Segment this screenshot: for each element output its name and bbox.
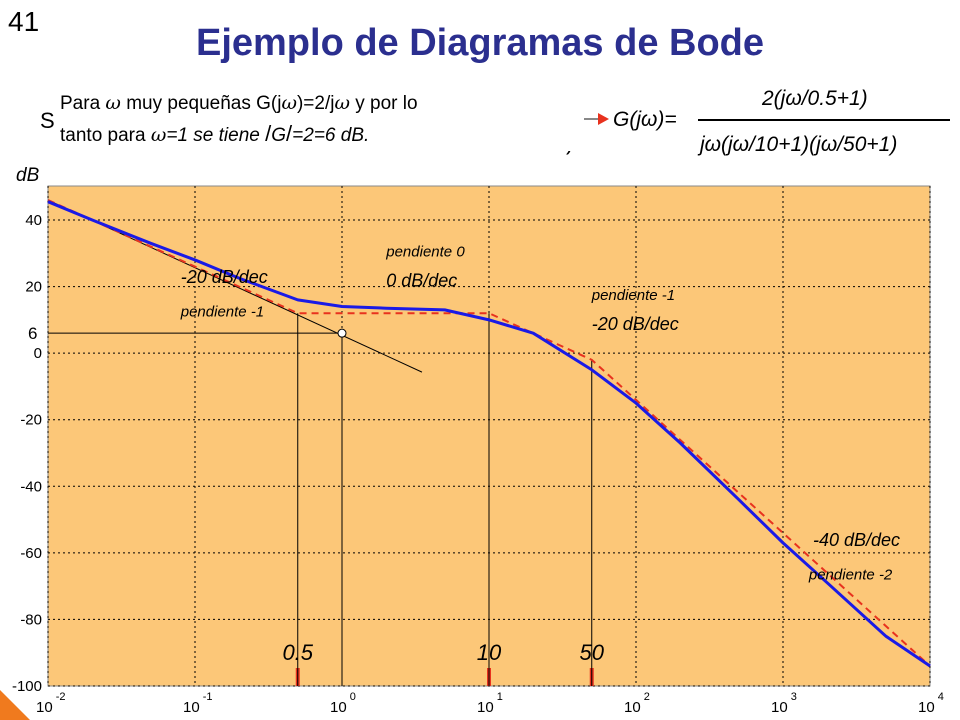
note-line-2: tanto para ω=1 se tiene /G/=2=6 dB. [60, 121, 370, 146]
actual-curve [47, 200, 931, 668]
annotation-a6: -20 dB/dec [592, 314, 679, 334]
annotation-a7: -40 dB/dec [813, 530, 900, 550]
arrow-right-icon [584, 113, 609, 125]
annotation-a5: pendiente -1 [591, 287, 675, 304]
x-tick-label: 101 [477, 691, 503, 716]
y-tick-label: 0 [34, 345, 42, 362]
y-tick-label: -20 [20, 412, 42, 429]
equation-numerator: 2(jω/0.5+1) [762, 87, 868, 110]
fraction-bar [698, 119, 950, 121]
equation-denominator: jω(jω/10+1)(jω/50+1) [700, 133, 898, 156]
corner-frequency-label: 10 [477, 640, 502, 665]
x-tick-label: 10-1 [183, 691, 212, 716]
equation-lhs: G(jω)= [613, 108, 677, 131]
x-tick-label: 103 [771, 691, 797, 716]
corner-frequency-label: 50 [580, 640, 605, 665]
marked-point-label: 6 [28, 324, 37, 343]
annotation-a8: pendiente -2 [808, 566, 893, 583]
y-tick-label: -60 [20, 545, 42, 562]
annotation-a3: pendiente 0 [385, 244, 465, 261]
x-tick-label: 102 [624, 691, 650, 716]
corner-frequency-label: 0.5 [282, 640, 313, 665]
marked-point [337, 328, 347, 338]
note-line-1: Para ω muy pequeñas G(jω)=2/jω y por lo [60, 92, 418, 114]
annotation-a2: pendiente -1 [180, 304, 264, 321]
y-tick-label: 20 [25, 279, 42, 296]
annotation-a1: -20 dB/dec [181, 267, 268, 287]
slide-number: 41 [8, 6, 40, 37]
explanation-note: Para ω muy pequeñas G(jω)=2/jω y por lo … [60, 88, 585, 151]
y-tick-label: 40 [25, 212, 42, 229]
y-tick-label: -80 [20, 611, 42, 628]
slide-corner-decoration [0, 690, 30, 720]
x-tick-label: 10-2 [36, 691, 65, 716]
annotation-a4: 0 dB/dec [386, 271, 457, 291]
y-tick-label: -100 [12, 678, 42, 695]
page-title: Ejemplo de Diagramas de Bode [195, 22, 765, 64]
asymptotic-curve [47, 199, 931, 667]
y-axis-label: dB [16, 165, 40, 186]
x-tick-label: 100 [330, 691, 356, 716]
x-tick-label: 104 [918, 691, 944, 716]
y-tick-label: -40 [20, 478, 42, 495]
hidden-text-fragment-left: S [40, 108, 55, 133]
